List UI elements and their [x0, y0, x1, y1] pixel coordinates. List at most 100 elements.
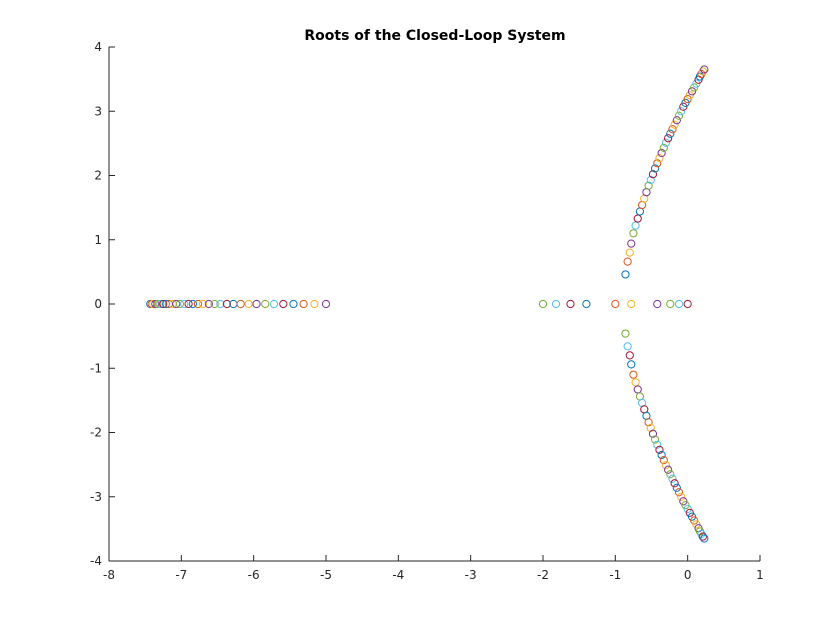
y-tick-label: 3	[94, 104, 102, 118]
root-point	[621, 270, 630, 279]
data-points	[146, 65, 709, 543]
root-point	[151, 299, 160, 309]
root-point	[629, 229, 638, 238]
root-point	[670, 120, 679, 129]
x-tick-label: 1	[756, 568, 764, 582]
root-point	[216, 299, 225, 309]
root-point	[681, 501, 690, 510]
root-point	[679, 497, 688, 506]
x-tick-label: -8	[103, 568, 115, 582]
root-point	[674, 488, 684, 497]
root-point	[657, 148, 666, 158]
root-point	[625, 351, 634, 360]
root-point	[666, 470, 675, 479]
root-point	[646, 175, 655, 185]
root-point	[623, 257, 632, 266]
root-point	[153, 299, 162, 309]
x-tick-label: -3	[465, 568, 477, 582]
root-point	[657, 450, 666, 460]
root-point	[685, 508, 694, 517]
y-tick-label: 1	[94, 233, 102, 247]
root-point	[261, 299, 270, 309]
root-point	[629, 370, 638, 379]
root-point	[668, 125, 677, 134]
root-point	[627, 299, 636, 309]
x-tick-label: 0	[684, 568, 692, 582]
root-point	[668, 474, 677, 483]
y-tick-label: 4	[94, 40, 102, 54]
root-point	[687, 87, 697, 96]
root-point	[687, 512, 697, 521]
root-point	[674, 299, 684, 309]
root-point	[672, 116, 681, 125]
y-tick-label: -2	[90, 426, 102, 440]
root-point	[653, 299, 662, 309]
root-point	[659, 143, 668, 152]
y-tick-label: -4	[90, 554, 102, 568]
root-point	[692, 520, 701, 529]
root-point	[664, 134, 673, 143]
root-point	[582, 299, 591, 309]
root-point	[175, 299, 184, 309]
root-point	[627, 239, 636, 248]
root-point	[644, 418, 653, 427]
root-point	[289, 299, 298, 309]
x-tick-label: -6	[248, 568, 260, 582]
root-point	[184, 299, 193, 309]
root-point	[651, 164, 660, 173]
root-point	[156, 299, 165, 309]
root-point	[625, 248, 634, 257]
root-point	[653, 159, 662, 168]
root-point	[310, 299, 319, 309]
x-tick-label: -5	[320, 568, 332, 582]
root-point	[692, 79, 701, 88]
root-point	[204, 299, 213, 309]
root-point	[685, 91, 694, 100]
root-point	[677, 107, 686, 116]
root-point	[666, 129, 675, 138]
root-point	[698, 67, 707, 76]
root-point	[664, 465, 673, 474]
root-point	[269, 299, 279, 309]
root-point	[279, 299, 288, 309]
root-point	[655, 445, 664, 454]
root-point	[653, 440, 662, 449]
root-point	[700, 65, 709, 74]
y-tick-label: -1	[90, 361, 102, 375]
root-point	[551, 299, 561, 309]
root-point	[623, 342, 632, 351]
x-tick-label: -1	[609, 568, 621, 582]
x-tick-label: -7	[175, 568, 187, 582]
root-point	[655, 154, 664, 163]
root-point	[222, 299, 232, 309]
root-point	[566, 299, 575, 309]
y-tick-label: 0	[94, 297, 102, 311]
y-tick-label: 2	[94, 169, 102, 183]
root-point	[621, 329, 630, 338]
root-point	[611, 299, 620, 309]
root-point	[690, 516, 699, 525]
root-point	[683, 94, 692, 104]
root-point	[679, 102, 688, 111]
root-point	[648, 170, 658, 179]
root-point	[683, 299, 692, 309]
root-point	[252, 299, 261, 309]
root-point	[538, 299, 548, 309]
root-point	[244, 299, 253, 309]
root-point	[698, 532, 707, 541]
root-point	[677, 492, 686, 501]
root-point	[690, 83, 699, 92]
root-point	[681, 98, 690, 107]
root-point	[661, 138, 671, 147]
root-point	[648, 429, 658, 438]
root-point	[661, 461, 671, 470]
root-point	[321, 299, 331, 309]
root-point	[651, 435, 660, 444]
root-point	[659, 456, 668, 465]
y-tick-label: -3	[90, 490, 102, 504]
chart-title: Roots of the Closed-Loop System	[304, 28, 565, 44]
root-point	[236, 299, 245, 309]
root-point	[159, 299, 168, 309]
